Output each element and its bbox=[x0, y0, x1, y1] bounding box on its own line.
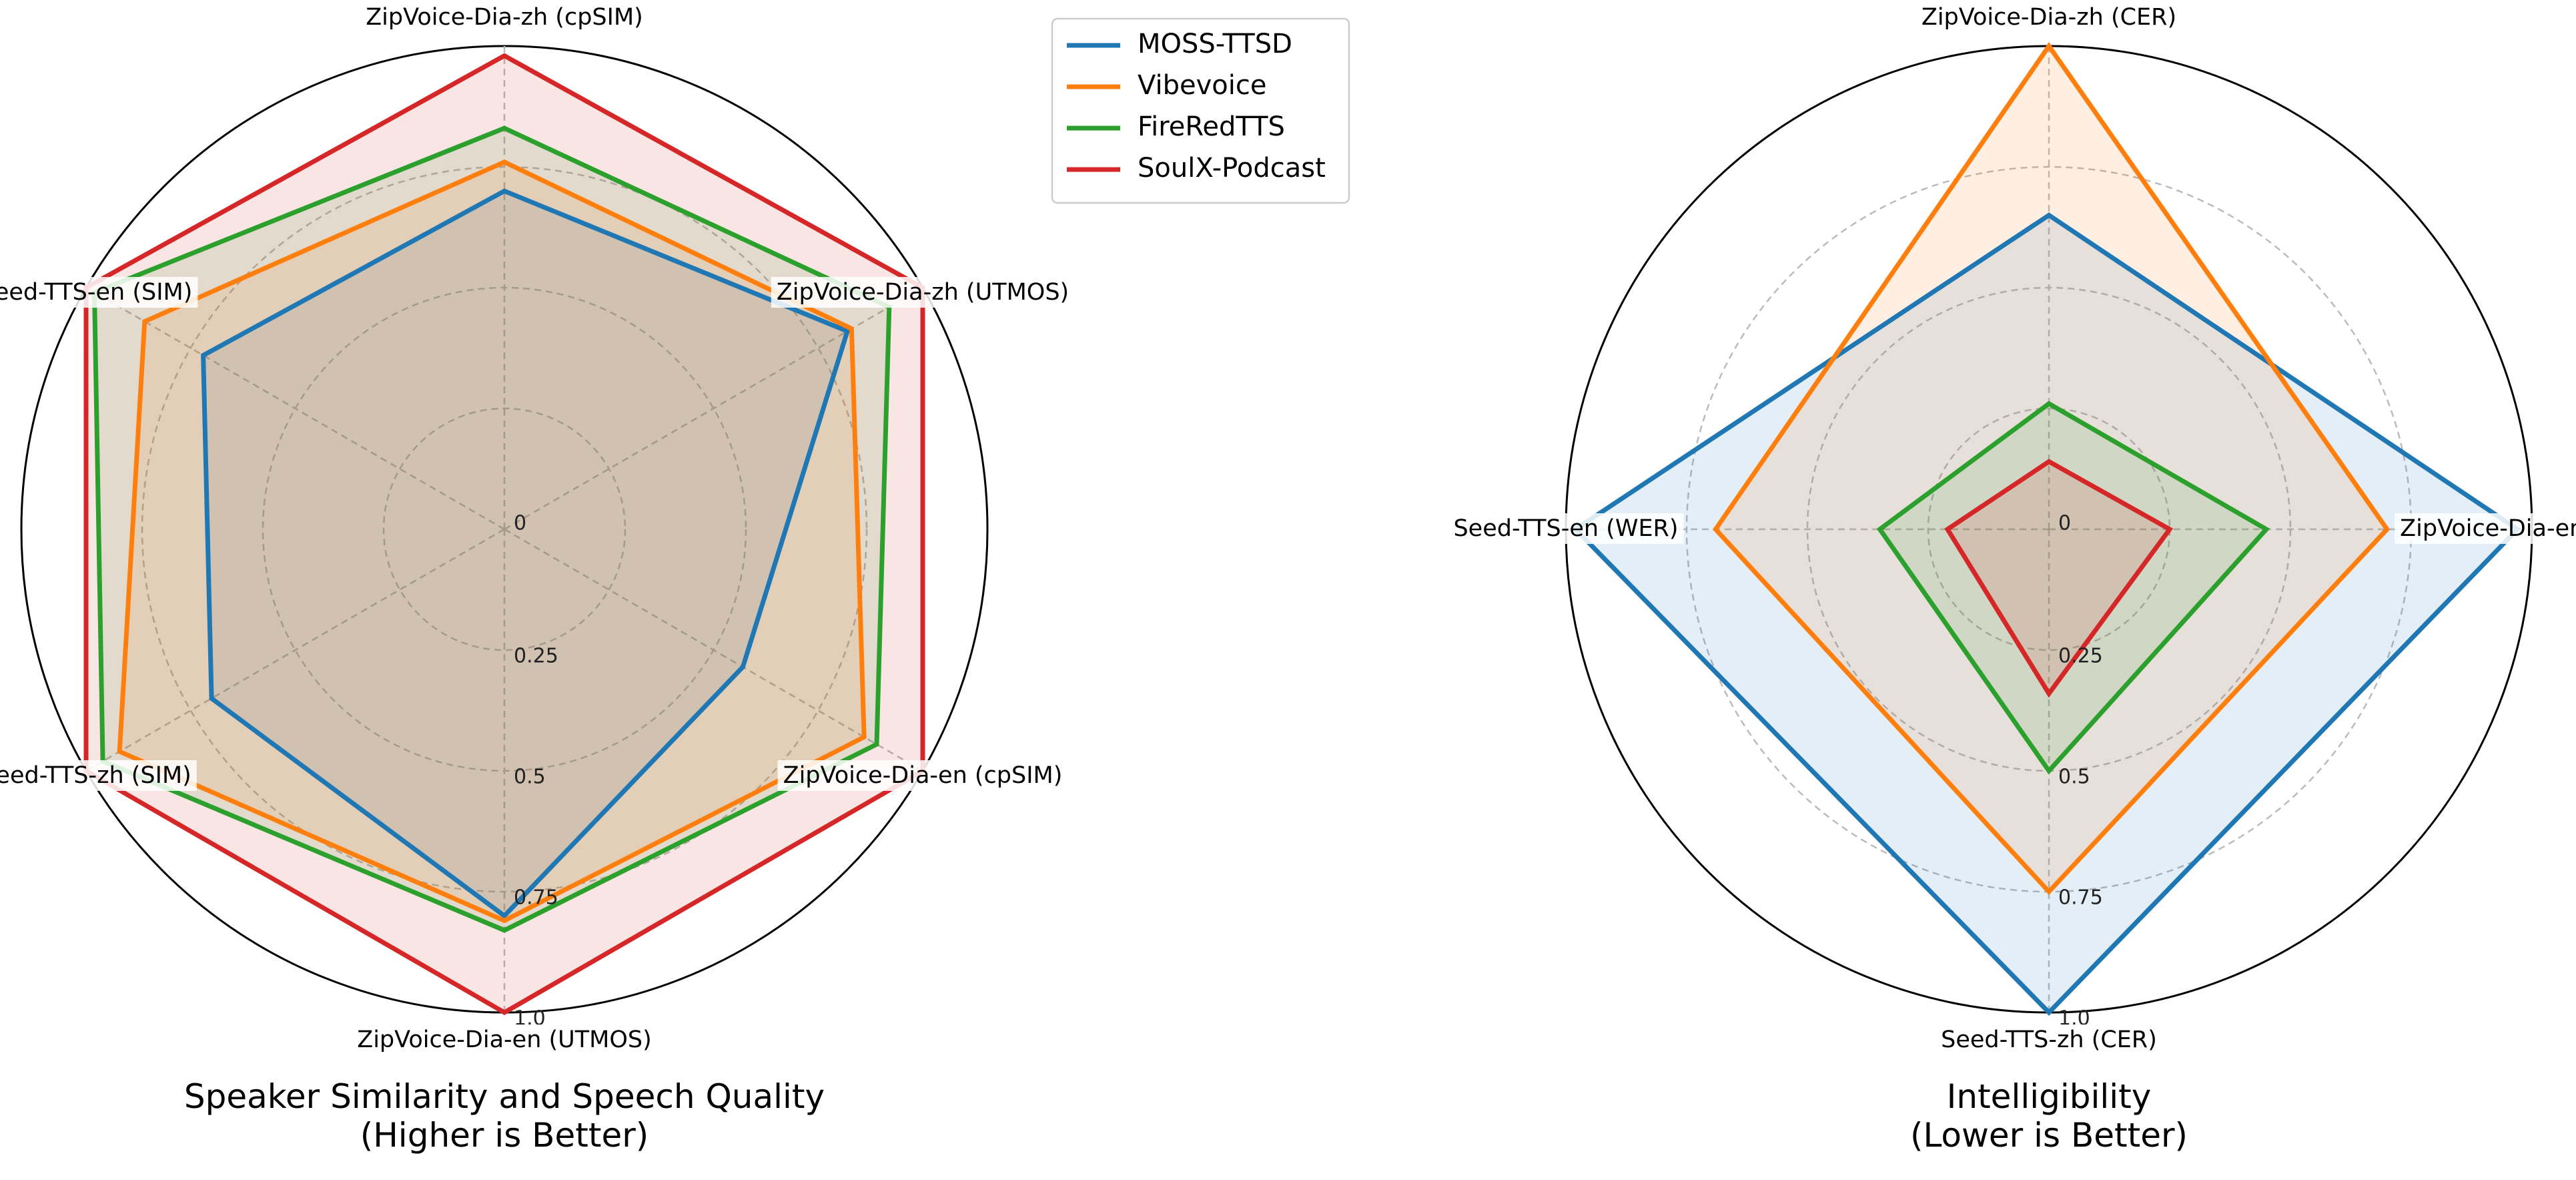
spoke-line bbox=[504, 528, 923, 772]
series-fill-fireredtts bbox=[94, 128, 889, 930]
series-fill-moss-ttsd bbox=[1575, 215, 2518, 1012]
radial-tick-label: 0 bbox=[514, 512, 526, 535]
axis-label-seed-tts-en-sim: Seed-TTS-en (SIM) bbox=[0, 277, 198, 308]
radial-tick-label: 0.25 bbox=[514, 645, 558, 668]
series-line-soulx-podcast bbox=[1944, 459, 2174, 698]
series-fill-vibevoice bbox=[1715, 46, 2387, 892]
axis-label-bg bbox=[771, 277, 1075, 308]
chart-title-line: (Higher is Better) bbox=[360, 1116, 649, 1155]
axis-label-text: ZipVoice-Dia-zh (CER) bbox=[1921, 4, 2176, 31]
axis-label-text: ZipVoice-Dia-en (WER) bbox=[2400, 515, 2576, 542]
axis-label-zipvoice-dia-en-wer: ZipVoice-Dia-en (WER) bbox=[2395, 513, 2576, 544]
axis-label-zipvoice-dia-en-utmos: ZipVoice-Dia-en (UTMOS) bbox=[352, 1024, 657, 1055]
series-line-moss-ttsd bbox=[1572, 212, 2521, 1016]
grid-ring bbox=[382, 407, 626, 651]
legend-label-vibevoice: Vibevoice bbox=[1138, 70, 1266, 101]
series-fill-soulx-podcast bbox=[1948, 461, 2170, 694]
axis-label-bg bbox=[2395, 513, 2576, 544]
axis-label-zipvoice-dia-en-cpsim: ZipVoice-Dia-en (cpSIM) bbox=[777, 760, 1068, 791]
axis-label-bg bbox=[1448, 513, 1684, 544]
grid-ring bbox=[141, 166, 868, 893]
radial-tick-label: 0.5 bbox=[514, 766, 546, 789]
series-fill-moss-ttsd bbox=[203, 191, 848, 916]
axis-label-text: Seed-TTS-en (SIM) bbox=[0, 279, 192, 306]
axis-label-bg bbox=[0, 760, 197, 791]
axis-label-text: ZipVoice-Dia-en (cpSIM) bbox=[783, 762, 1063, 789]
axis-label-bg bbox=[1915, 2, 2182, 33]
axis-label-seed-tts-zh-sim: Seed-TTS-zh (SIM) bbox=[0, 760, 197, 791]
chart-title-line: (Lower is Better) bbox=[1910, 1116, 2188, 1155]
radial-tick-label: 0.75 bbox=[514, 886, 558, 910]
legend-label-soulx-podcast: SoulX-Podcast bbox=[1138, 153, 1326, 184]
radial-tick-label: 0 bbox=[2058, 512, 2071, 535]
legend: MOSS-TTSD Vibevoice FireRedTTS SoulX-Podcas… bbox=[1051, 17, 1350, 204]
radial-tick-label: 0.75 bbox=[2058, 886, 2103, 910]
series-line-vibevoice bbox=[117, 159, 867, 924]
spoke-line bbox=[85, 286, 505, 531]
axis-label-text: ZipVoice-Dia-zh (UTMOS) bbox=[777, 279, 1069, 306]
series-fill-soulx-podcast bbox=[86, 55, 923, 1012]
spoke-line bbox=[85, 528, 505, 772]
radial-tick-label: 0.5 bbox=[2058, 766, 2090, 789]
axis-label-seed-tts-en-wer: Seed-TTS-en (WER) bbox=[1448, 513, 1684, 544]
axis-label-bg bbox=[777, 760, 1068, 791]
axis-label-zipvoice-dia-zh-utmos: ZipVoice-Dia-zh (UTMOS) bbox=[771, 277, 1075, 308]
axis-label-zipvoice-dia-zh-cpsim: ZipVoice-Dia-zh (cpSIM) bbox=[360, 2, 649, 33]
axis-label-text: ZipVoice-Dia-zh (cpSIM) bbox=[366, 4, 643, 31]
chart-title-line: Speaker Similarity and Speech Quality bbox=[184, 1077, 825, 1116]
axis-label-text: ZipVoice-Dia-en (UTMOS) bbox=[357, 1026, 652, 1053]
axis-label-bg bbox=[360, 2, 649, 33]
axis-label-text: Seed-TTS-zh (CER) bbox=[1941, 1026, 2157, 1053]
axis-label-zipvoice-dia-zh-cer: ZipVoice-Dia-zh (CER) bbox=[1915, 2, 2182, 33]
axis-label-text: Seed-TTS-zh (SIM) bbox=[0, 762, 191, 789]
series-fill-vibevoice bbox=[119, 162, 865, 921]
chart-title-line: Intelligibility bbox=[1947, 1077, 2152, 1116]
series-line-vibevoice bbox=[1712, 41, 2391, 896]
axis-label-bg bbox=[352, 1024, 657, 1055]
series-line-moss-ttsd bbox=[201, 188, 851, 919]
axis-label-bg bbox=[0, 277, 198, 308]
legend-label-fireredtts: FireRedTTS bbox=[1138, 111, 1285, 142]
series-line-fireredtts bbox=[1876, 400, 2270, 775]
legend-frame bbox=[1051, 17, 1350, 204]
legend-label-moss-ttsd: MOSS-TTSD bbox=[1138, 29, 1292, 59]
radial-tick-label: 0.25 bbox=[2058, 645, 2103, 668]
axis-label-seed-tts-zh-cer: Seed-TTS-zh (CER) bbox=[1936, 1024, 2162, 1055]
series-fill-fireredtts bbox=[1879, 403, 2266, 771]
axis-label-text: Seed-TTS-en (WER) bbox=[1453, 515, 1678, 542]
axis-label-bg bbox=[1936, 1024, 2162, 1055]
